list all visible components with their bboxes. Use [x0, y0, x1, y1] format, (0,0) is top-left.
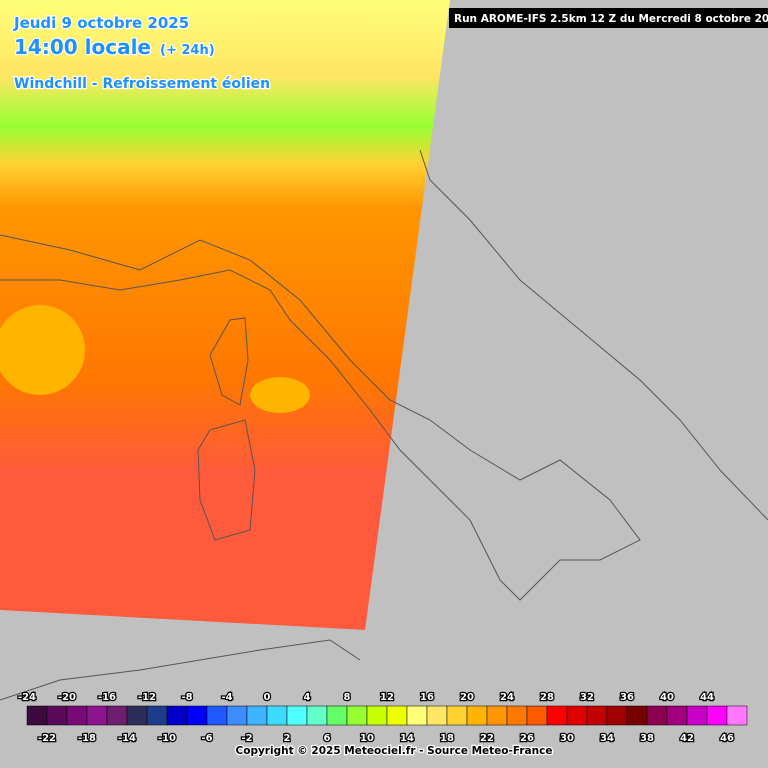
coastline [419, 149, 768, 521]
legend-label: 28 [540, 692, 554, 703]
legend-label: 24 [500, 692, 514, 703]
legend-swatch [306, 705, 328, 726]
legend-swatch [126, 705, 148, 726]
legend-swatch [446, 705, 468, 726]
legend-label: 16 [420, 692, 434, 703]
legend-swatch [466, 705, 488, 726]
legend-label: 42 [680, 733, 694, 744]
legend-swatch [326, 705, 348, 726]
legend-swatch [626, 705, 648, 726]
coastline [0, 639, 361, 701]
warm-area [250, 377, 310, 413]
legend-swatch [686, 705, 708, 726]
legend-label: 12 [380, 692, 394, 703]
sardinia [197, 419, 256, 541]
legend-swatch [166, 705, 188, 726]
legend-label: 4 [304, 692, 311, 703]
legend-label: 46 [720, 733, 734, 744]
legend-swatch [266, 705, 288, 726]
legend-swatch [726, 705, 748, 726]
legend-label: -4 [221, 692, 232, 703]
legend-swatch [86, 705, 108, 726]
legend-swatch [186, 705, 208, 726]
legend-swatch [26, 705, 48, 726]
legend-swatch [386, 705, 408, 726]
legend-label: -6 [201, 733, 212, 744]
legend-swatch [526, 705, 548, 726]
legend-swatch [586, 705, 608, 726]
legend-label: -14 [118, 733, 136, 744]
legend-swatch [366, 705, 388, 726]
legend-label: 30 [560, 733, 574, 744]
time: 14:00 locale [14, 35, 151, 59]
legend-label: 14 [400, 733, 414, 744]
offset: (+ 24h) [160, 43, 215, 58]
run: Run AROME-IFS 2.5km 12 Z du Mercredi 8 o… [454, 13, 768, 25]
legend-swatch [146, 705, 168, 726]
legend-label: 10 [360, 733, 374, 744]
legend-label: -22 [38, 733, 56, 744]
legend-label: -16 [98, 692, 116, 703]
legend-label: 6 [324, 733, 331, 744]
legend-label: -8 [181, 692, 192, 703]
legend-swatch [646, 705, 668, 726]
legend-label: 0 [264, 692, 271, 703]
legend-swatch [486, 705, 508, 726]
legend-label: -10 [158, 733, 176, 744]
legend-label: -20 [58, 692, 76, 703]
legend-swatch [706, 705, 728, 726]
legend-swatch [546, 705, 568, 726]
legend-label: 40 [660, 692, 674, 703]
legend-label: 20 [460, 692, 474, 703]
legend-swatch [206, 705, 228, 726]
legend-swatch [506, 705, 528, 726]
legend-swatch [246, 705, 268, 726]
legend-swatch [426, 705, 448, 726]
legend-label: 22 [480, 733, 494, 744]
warm-area [0, 305, 85, 395]
coastline [0, 234, 641, 601]
legend-label: 38 [640, 733, 654, 744]
legend-label: 44 [700, 692, 714, 703]
legend-label: -12 [138, 692, 156, 703]
legend-label: -24 [18, 692, 36, 703]
legend-label: 18 [440, 733, 454, 744]
legend-label: 26 [520, 733, 534, 744]
legend-swatch [566, 705, 588, 726]
legend-label: -2 [241, 733, 252, 744]
legend-swatch [606, 705, 628, 726]
legend-label: 8 [344, 692, 351, 703]
model-domain [0, 0, 450, 630]
run-box [449, 8, 768, 28]
legend-label: 2 [284, 733, 291, 744]
legend-swatch [106, 705, 128, 726]
corsica [209, 317, 249, 406]
legend-label: 34 [600, 733, 614, 744]
legend-swatch [46, 705, 68, 726]
legend-swatch [66, 705, 88, 726]
legend-label: 32 [580, 692, 594, 703]
legend-swatch [406, 705, 428, 726]
legend-label: 36 [620, 692, 634, 703]
legend: -24-22-20-18-16-14-12-10-8-6-4-202468101… [17, 691, 748, 745]
legend-swatch [346, 705, 368, 726]
legend-swatch [226, 705, 248, 726]
legend-swatch [286, 705, 308, 726]
date: Jeudi 9 octobre 2025 [13, 14, 189, 32]
legend-swatch [666, 705, 688, 726]
copyright: Copyright © 2025 Meteociel.fr - Source M… [236, 745, 553, 757]
legend-label: -18 [78, 733, 96, 744]
product: Windchill - Refroissement éolien [14, 76, 270, 92]
